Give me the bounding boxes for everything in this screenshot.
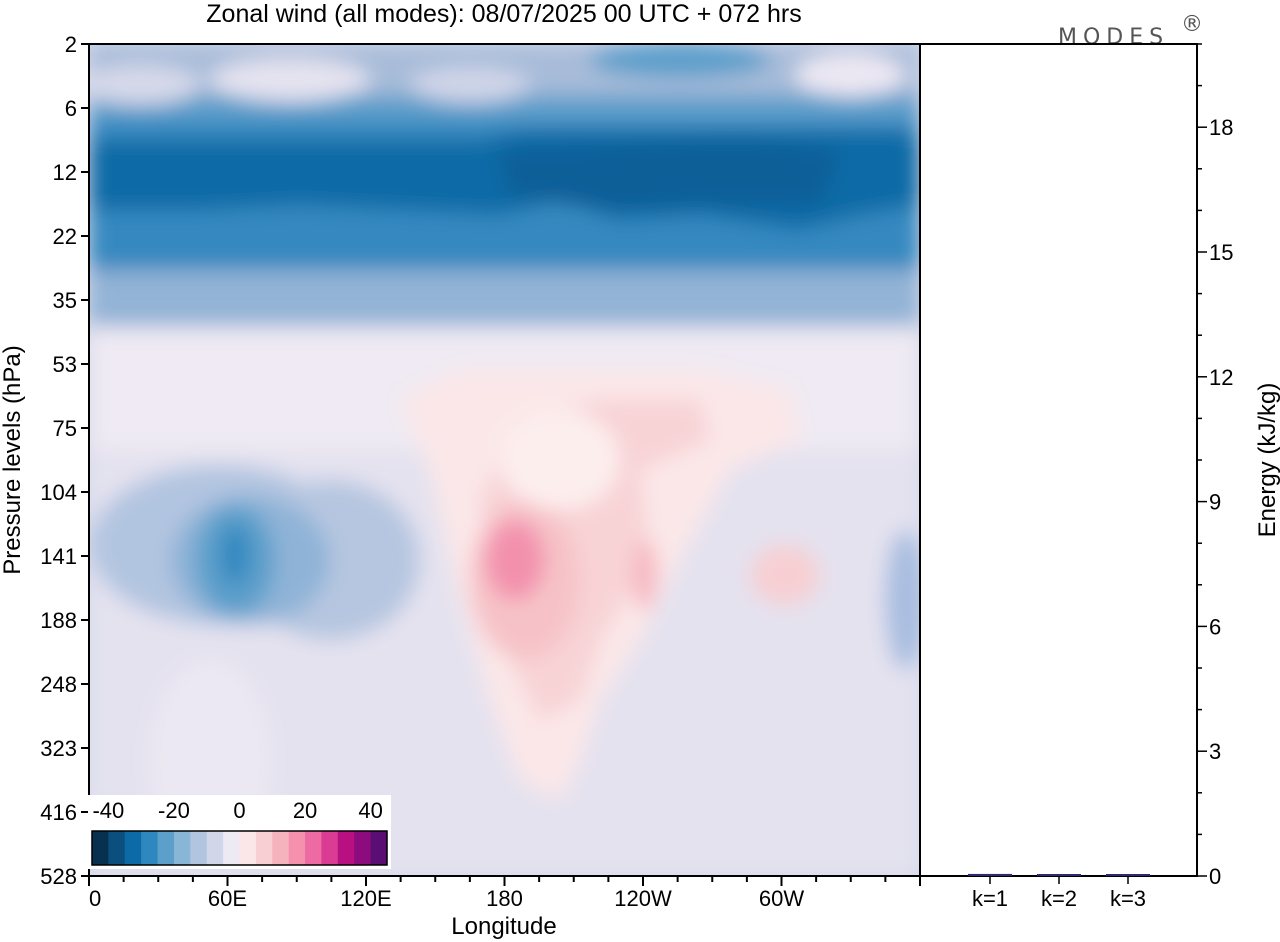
bar-category-label: k=2 [1041,886,1077,911]
energy-tick-label: 15 [1209,240,1233,265]
y-tick-label: 2 [65,32,77,57]
x-tick-label: 180 [486,886,523,911]
colorbar: -40 -20 0 20 40 [88,795,391,869]
y-tick-label: 528 [40,864,77,889]
y-tick-label: 22 [53,224,77,249]
colorbar-swatch [272,831,290,865]
energy-axis: 0 3 6 9 12 15 18 [1197,43,1233,889]
longitude-axis: 0 60E 120E 180 120W 60W [88,876,921,911]
energy-plot-frame [919,43,1198,877]
colorbar-swatch [354,831,372,865]
colorbar-swatch [141,831,159,865]
y-tick-label: 75 [53,416,77,441]
y-tick-label: 323 [40,736,77,761]
energy-bar [1037,874,1081,876]
colorbar-swatch [206,831,224,865]
colorbar-swatch [370,831,388,865]
colorbar-swatch [239,831,257,865]
x-axis-label: Longitude [451,913,556,940]
colorbar-swatch [288,831,306,865]
energy-axis-label: Energy (kJ/kg) [1254,383,1280,538]
wind-field [89,44,920,876]
energy-tick-label: 3 [1209,739,1221,764]
pressure-axis: 2 6 12 22 35 53 75 104 141 188 248 323 416 528 [40,32,89,889]
colorbar-swatch [337,831,355,865]
energy-tick-label: 12 [1209,365,1233,390]
bar-category-label: k=1 [972,886,1008,911]
x-tick-label: 0 [89,886,101,911]
colorbar-swatch [223,831,240,865]
x-tick-label: 60E [208,886,247,911]
x-tick-label: 60W [759,886,804,911]
colorbar-swatch [157,831,175,865]
y-axis-label: Pressure levels (hPa) [0,345,26,574]
colorbar-frame [91,830,388,866]
energy-tick-label: 18 [1209,115,1233,140]
energy-bar [968,873,1012,876]
bar-category-label: k=3 [1110,886,1146,911]
y-tick-label: 53 [53,352,77,377]
y-tick-label: 35 [53,288,77,313]
x-tick-label: 120W [614,886,672,911]
colorbar-swatch [321,831,339,865]
energy-bar [1106,874,1150,876]
colorbar-swatch [124,831,142,865]
y-tick-label: 6 [65,96,77,121]
y-tick-label: 416 [40,800,77,825]
colorbar-tick-label: 40 [358,798,382,823]
y-tick-label: 141 [40,544,77,569]
field-shapes [89,44,920,876]
colorbar-tick-label: 20 [293,798,317,823]
colorbar-tick-label: -40 [92,798,124,823]
colorbar-swatch [92,831,109,865]
energy-tick-label: 9 [1209,490,1221,515]
colorbar-swatch [255,831,273,865]
colorbar-swatch [305,831,322,865]
y-tick-label: 248 [40,672,77,697]
x-tick-label: 120E [340,886,391,911]
y-tick-label: 188 [40,608,77,633]
colorbar-tick-label: -20 [158,798,190,823]
chart-title: Zonal wind (all modes): 08/07/2025 00 UT… [206,0,801,28]
energy-bars: k=1 k=2 k=3 [968,873,1150,911]
colorbar-tick-label: 0 [233,798,245,823]
colorbar-swatch [190,831,208,865]
colorbar-swatch [173,831,191,865]
energy-tick-label: 0 [1209,864,1221,889]
y-tick-label: 12 [53,160,77,185]
y-tick-label: 104 [40,480,77,505]
registered-mark: ® [1181,12,1209,37]
colorbar-swatch [108,831,126,865]
energy-tick-label: 6 [1209,614,1221,639]
